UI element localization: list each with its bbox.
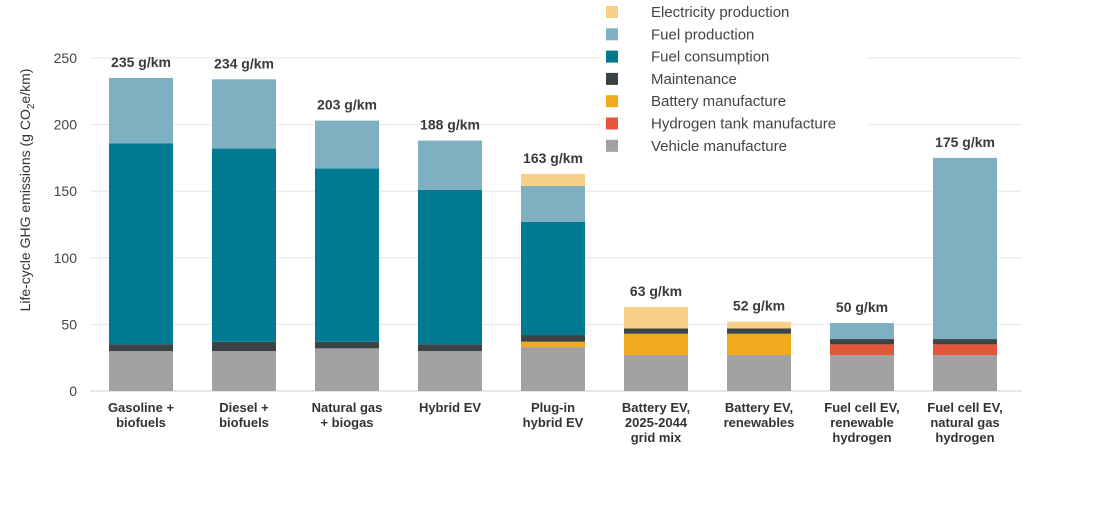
- bar-segment: [624, 307, 688, 329]
- bar-segment: [521, 347, 585, 391]
- bar-segment: [933, 344, 997, 356]
- bar-total-label: 163 g/km: [523, 150, 583, 166]
- bar-segment: [933, 339, 997, 345]
- bar-segment: [315, 341, 379, 349]
- x-category-label: Fuel cell EV, renewable hydrogen: [824, 400, 899, 445]
- y-tick-label: 250: [54, 50, 78, 66]
- bar-total-label: 235 g/km: [111, 54, 171, 70]
- bar-segment: [933, 355, 997, 391]
- bar-segment: [521, 335, 585, 342]
- bar-segment: [830, 355, 894, 391]
- bar-segment: [521, 221, 585, 336]
- bar-segment: [521, 341, 585, 348]
- bar-total-label: 234 g/km: [214, 55, 274, 71]
- bar-segment: [727, 333, 791, 356]
- x-category-label: Plug-in hybrid EV: [523, 400, 584, 430]
- bar-segment: [830, 344, 894, 356]
- bar-segment: [521, 185, 585, 222]
- bar-segment: [830, 339, 894, 345]
- bar-segment: [109, 143, 173, 345]
- bar-total-label: 203 g/km: [317, 97, 377, 113]
- x-category-label: Natural gas + biogas: [312, 400, 383, 430]
- bar-segment: [212, 79, 276, 149]
- bar-segment: [727, 321, 791, 329]
- bar-segment: [109, 344, 173, 352]
- legend-swatch: [606, 95, 618, 108]
- y-tick-label: 50: [61, 316, 77, 332]
- bar-segment: [418, 140, 482, 190]
- x-category-label: Hybrid EV: [419, 400, 481, 415]
- legend-swatch: [606, 28, 618, 41]
- x-category-label: Fuel cell EV, natural gas hydrogen: [927, 400, 1002, 445]
- y-axis-label: Life-cycle GHG emissions (g CO2e/km): [17, 69, 37, 312]
- bar-segment: [109, 351, 173, 391]
- bar-segment: [109, 77, 173, 144]
- bar-segment: [727, 355, 791, 391]
- bar-segment: [418, 351, 482, 391]
- bar-total-label: 63 g/km: [630, 283, 682, 299]
- y-tick-label: 100: [54, 250, 78, 266]
- bar-total-label: 188 g/km: [420, 117, 480, 133]
- y-tick-label: 150: [54, 183, 78, 199]
- bar-segment: [315, 348, 379, 391]
- x-category-label: Battery EV, renewables: [724, 400, 795, 430]
- legend-swatch: [606, 117, 618, 130]
- x-category-label: Battery EV, 2025-2044 grid mix: [622, 400, 690, 445]
- bar-segment: [521, 173, 585, 186]
- legend-swatch: [606, 72, 618, 85]
- bar-segment: [212, 351, 276, 391]
- legend-entry: Fuel consumption: [651, 49, 769, 66]
- legend-entry: Maintenance: [651, 71, 737, 88]
- legend-entry: Vehicle manufacture: [651, 138, 787, 155]
- legend-entry: Fuel production: [651, 26, 754, 43]
- bar-segment: [624, 333, 688, 356]
- axes: 0 50 100 150 200 250 Gasoline + biofuels Diesel …: [54, 50, 1003, 445]
- legend-entry: Battery manufacture: [651, 93, 786, 110]
- bar-segment: [212, 341, 276, 352]
- bar-segment: [933, 157, 997, 340]
- legend-entry: Hydrogen tank manufacture: [651, 116, 836, 133]
- bar-total-label: 52 g/km: [733, 298, 785, 314]
- legend-swatch: [606, 139, 618, 152]
- y-tick-label: 0: [69, 383, 77, 399]
- y-tick-label: 200: [54, 117, 78, 133]
- bar-segment: [212, 148, 276, 342]
- x-category-label: Gasoline + biofuels: [108, 400, 175, 430]
- bar-segment: [624, 328, 688, 334]
- legend-swatch: [606, 6, 618, 18]
- bar-segment: [830, 323, 894, 340]
- bar-segment: [418, 189, 482, 345]
- legend-swatch: [606, 50, 618, 63]
- bar-segment: [418, 344, 482, 352]
- legend: Electricity production Fuel production Fue…: [600, 0, 868, 158]
- bar-total-label: 50 g/km: [836, 299, 888, 315]
- x-category-label: Diesel + biofuels: [219, 400, 269, 430]
- bar-segment: [727, 328, 791, 334]
- bar-segment: [315, 120, 379, 169]
- bar-total-label: 175 g/km: [935, 134, 995, 150]
- bar-segment: [315, 168, 379, 342]
- bars: 235 g/km 234 g/km 203 g/km 188 g/km 163 g/km…: [109, 54, 997, 391]
- legend-background: [600, 0, 868, 158]
- bar-segment: [624, 355, 688, 391]
- legend-entry: Electricity production: [651, 4, 789, 21]
